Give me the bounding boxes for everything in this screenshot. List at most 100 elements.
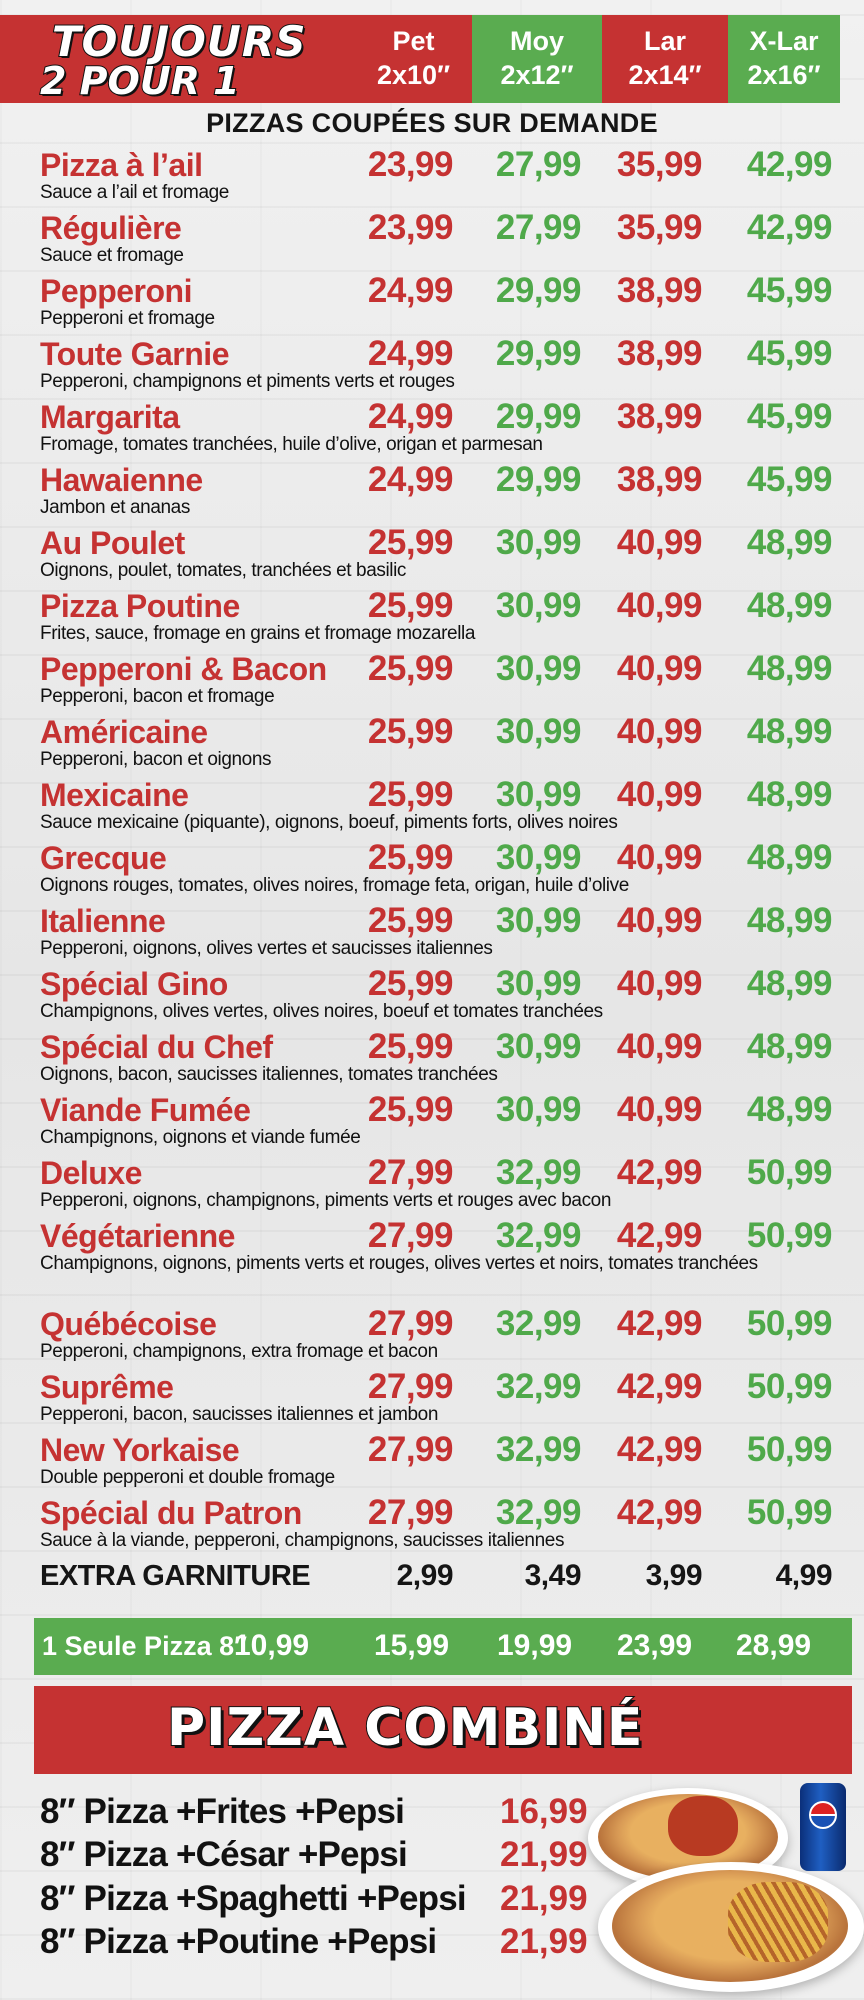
pizza-price: 45,99 [746,397,833,436]
spaghetti-sauce-image [668,1796,738,1856]
single-pizza-bar: 1 Seule Pizza 8″ 10,99 15,99 19,99 23,99… [34,1618,852,1675]
pizza-price: 50,99 [746,1153,833,1192]
pizza-price: 50,99 [746,1430,833,1469]
pizza-description: Oignons, bacon, saucisses italiennes, to… [40,1064,498,1085]
pizza-price: 23,99 [367,208,454,247]
title-line2: 2 POUR 1 [39,58,241,104]
pizza-price: 27,99 [367,1304,454,1343]
pizza-description: Pepperoni, bacon, saucisses italiennes e… [40,1404,439,1425]
pizza-price: 42,99 [616,1153,703,1192]
single-price: 28,99 [736,1629,812,1662]
pizza-price: 30,99 [495,964,582,1003]
menu-item: Mexicaine Sauce mexicaine (piquante), oig… [40,776,840,839]
pizza-price: 48,99 [746,523,833,562]
pizza-price: 27,99 [367,1430,454,1469]
menu-item: Deluxe Pepperoni, oignons, champignons, p… [40,1154,840,1217]
pizza-name: Suprême [40,1369,174,1405]
pizza-price: 48,99 [746,838,833,877]
pizza-price: 30,99 [495,712,582,751]
pizza-price: 40,99 [616,838,703,877]
pizza-price: 27,99 [367,1216,454,1255]
size-header-pet: Pet 2x10″ [355,15,472,103]
menu-item: Toute Garnie Pepperoni, champignons et pi… [40,335,840,398]
pizza-price: 48,99 [746,712,833,751]
size-header-xlar: X-Lar 2x16″ [728,15,840,103]
size-dimension: 2x14″ [628,60,702,90]
pizza-price: 29,99 [495,460,582,499]
pizza-price: 25,99 [367,838,454,877]
pizza-price: 45,99 [746,334,833,373]
size-dimension: 2x10″ [377,60,450,90]
pizza-price: 29,99 [495,397,582,436]
title-banner: TOUJOURS 2 POUR 1 [0,15,355,104]
pizza-price: 42,99 [616,1493,703,1532]
pizza-price: 48,99 [746,1090,833,1129]
menu-item: Spécial du Patron Sauce à la viande, pepp… [40,1494,840,1557]
combo-title: PIZZA COMBINÉ [166,1697,644,1759]
pizza-price: 40,99 [616,712,703,751]
pizza-price: 30,99 [495,649,582,688]
pizza-name: Pepperoni [40,273,192,309]
pizza-price: 48,99 [746,964,833,1003]
menu-item: Viande Fumée Champignons, oignons et vian… [40,1091,840,1154]
menu-item: Spécial Gino Champignons, olives vertes, … [40,965,840,1028]
menu-item: Américaine Pepperoni, bacon et oignons 25,… [40,713,840,776]
pizza-price: 27,99 [367,1493,454,1532]
pizza-plate-image [588,1788,788,1888]
menu-item: New Yorkaise Double pepperoni et double f… [40,1431,840,1494]
pizza-price: 40,99 [616,775,703,814]
pizza-price: 25,99 [367,1027,454,1066]
pizza-name: Mexicaine [40,777,189,813]
combo-item-label: 8″ Pizza +Poutine +Pepsi [40,1922,437,1961]
pizza-description: Oignons rouges, tomates, olives noires, … [40,875,629,896]
menu-item: Québécoise Pepperoni, champignons, extra … [40,1305,840,1368]
menu-item: Pizza Poutine Frites, sauce, fromage en g… [40,587,840,650]
menu-item: Au Poulet Oignons, poulet, tomates, tranc… [40,524,840,587]
size-label: Lar [643,26,687,56]
pizza-name: Pizza Poutine [40,588,240,624]
pizza-price: 25,99 [367,775,454,814]
pizza-price: 30,99 [495,838,582,877]
pizza-price: 32,99 [495,1304,582,1343]
pizza-price: 29,99 [495,334,582,373]
size-dimension: 2x16″ [747,60,821,90]
pizza-description: Sauce à la viande, pepperoni, champignon… [40,1530,565,1551]
pizza-price: 50,99 [746,1304,833,1343]
pizza-price: 25,99 [367,1090,454,1129]
pizza-price: 38,99 [616,397,703,436]
menu-item: Suprême Pepperoni, bacon, saucisses itali… [40,1368,840,1431]
pizza-price: 25,99 [367,901,454,940]
menu-item: Italienne Pepperoni, oignons, olives vert… [40,902,840,965]
combo-banner: PIZZA COMBINÉ [34,1686,852,1774]
pizza-price: 35,99 [616,145,703,184]
menu-item: Régulière Sauce et fromage 23,99 27,99 35,99… [40,209,840,272]
pizza-price: 32,99 [495,1153,582,1192]
size-label: X-Lar [749,26,819,56]
pizza-price: 42,99 [616,1304,703,1343]
pizza-price: 32,99 [495,1216,582,1255]
menu-item: Hawaienne Jambon et ananas 24,99 29,99 38,99… [40,461,840,524]
menu-item: Pepperoni Pepperoni et fromage 24,99 29,99 3… [40,272,840,335]
pizza-price: 38,99 [616,460,703,499]
size-label: Moy [510,26,564,56]
pizza-poutine-plate-image [598,1862,864,1992]
pizza-price: 48,99 [746,649,833,688]
pizza-description: Pepperoni, champignons et piments verts … [40,371,455,392]
single-price: 10,99 [234,1629,310,1662]
title-line1: TOUJOURS [51,16,307,67]
pizza-name: Américaine [40,714,208,750]
pizza-price: 27,99 [495,145,582,184]
pizza-price: 30,99 [495,1090,582,1129]
size-header-lar: Lar 2x14″ [602,15,728,103]
pizza-name: Québécoise [40,1306,217,1342]
pizza-price: 25,99 [367,712,454,751]
pizza-name: Spécial du Chef [40,1029,273,1065]
pizza-description: Double pepperoni et double fromage [40,1467,335,1488]
pizza-price: 40,99 [616,649,703,688]
pizza-price: 50,99 [746,1493,833,1532]
pizza-price: 30,99 [495,775,582,814]
pizza-price: 32,99 [495,1493,582,1532]
pizza-price: 27,99 [367,1153,454,1192]
pizza-price: 45,99 [746,460,833,499]
pizza-name: Spécial du Patron [40,1495,302,1531]
